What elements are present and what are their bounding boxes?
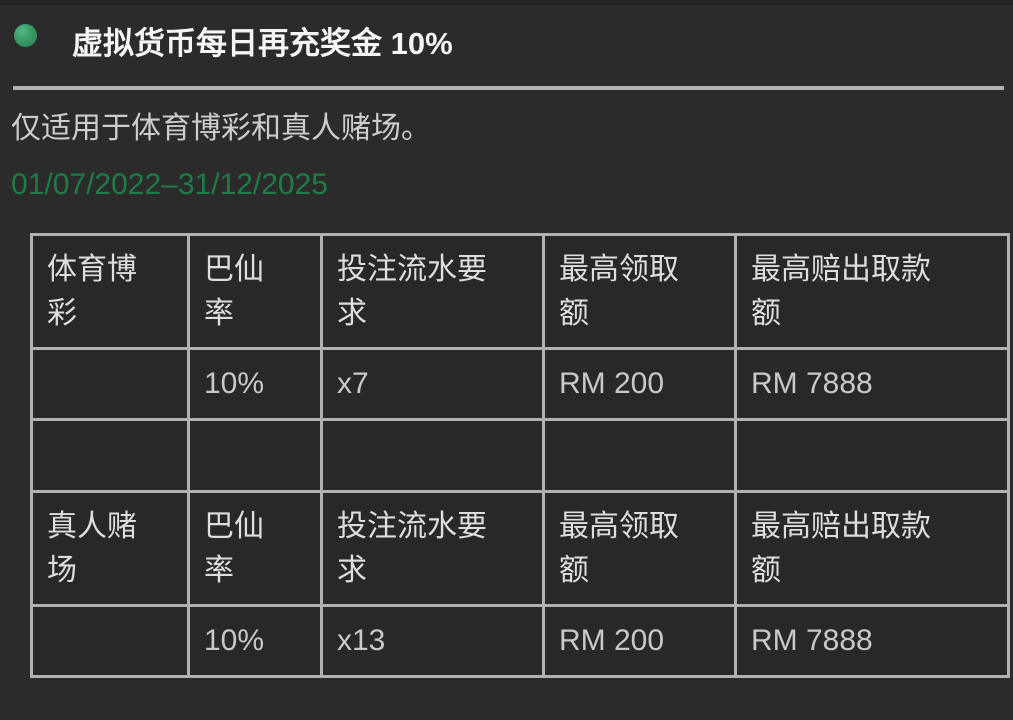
live-casino-data-row: 10% x13 RM 200 RM 7888: [30, 604, 1010, 678]
promo-eligibility-text: 仅适用于体育博彩和真人赌场。: [11, 112, 431, 145]
spacer-cell: [542, 418, 737, 493]
cell-casino-percentage: 10%: [187, 604, 323, 678]
header-cell-max-claim: 最高领取 额: [542, 233, 737, 350]
cell-casino-turnover: x13: [320, 604, 545, 678]
spacer-row: [30, 418, 1010, 493]
promo-title: 虚拟货币每日再充奖金 10%: [72, 26, 453, 61]
header-cell-max-payout: 最高赔出取款 额: [734, 490, 1010, 607]
cell-sports-percentage: 10%: [187, 347, 323, 421]
cell-sports-max-claim: RM 200: [542, 347, 737, 421]
promo-date-range: 01/07/2022–31/12/2025: [11, 168, 328, 201]
spacer-cell: [320, 418, 545, 493]
header-cell-max-claim: 最高领取 额: [542, 490, 737, 607]
header-cell-casino-category: 真人赌 场: [30, 490, 190, 607]
live-casino-header-row: 真人赌 场 巴仙 率 投注流水要 求 最高领取 额 最高赔出取款 额: [30, 490, 1010, 607]
bonus-terms-table: 体育博 彩 巴仙 率 投注流水要 求 最高领取 额 最高赔出取款 额 10% x…: [30, 233, 1010, 678]
spacer-cell: [187, 418, 323, 493]
promo-list-item-header[interactable]: 虚拟货币每日再充奖金 10%: [0, 10, 1013, 70]
header-cell-sports-category: 体育博 彩: [30, 233, 190, 350]
header-cell-percentage: 巴仙 率: [187, 233, 323, 350]
cell-casino-empty: [30, 604, 190, 678]
cell-sports-max-payout: RM 7888: [734, 347, 1010, 421]
spacer-cell: [30, 418, 190, 493]
spacer-cell: [734, 418, 1010, 493]
header-cell-max-payout: 最高赔出取款 额: [734, 233, 1010, 350]
top-edge-shadow: [0, 0, 1013, 5]
header-cell-turnover-requirement: 投注流水要 求: [320, 490, 545, 607]
header-divider: [13, 86, 1004, 90]
cell-sports-turnover: x7: [320, 347, 545, 421]
cell-casino-max-payout: RM 7888: [734, 604, 1010, 678]
cell-sports-empty: [30, 347, 190, 421]
header-cell-turnover-requirement: 投注流水要 求: [320, 233, 545, 350]
green-bullet-icon: [14, 24, 37, 47]
cell-casino-max-claim: RM 200: [542, 604, 737, 678]
sports-header-row: 体育博 彩 巴仙 率 投注流水要 求 最高领取 额 最高赔出取款 额: [30, 233, 1010, 350]
header-cell-percentage: 巴仙 率: [187, 490, 323, 607]
sports-data-row: 10% x7 RM 200 RM 7888: [30, 347, 1010, 421]
